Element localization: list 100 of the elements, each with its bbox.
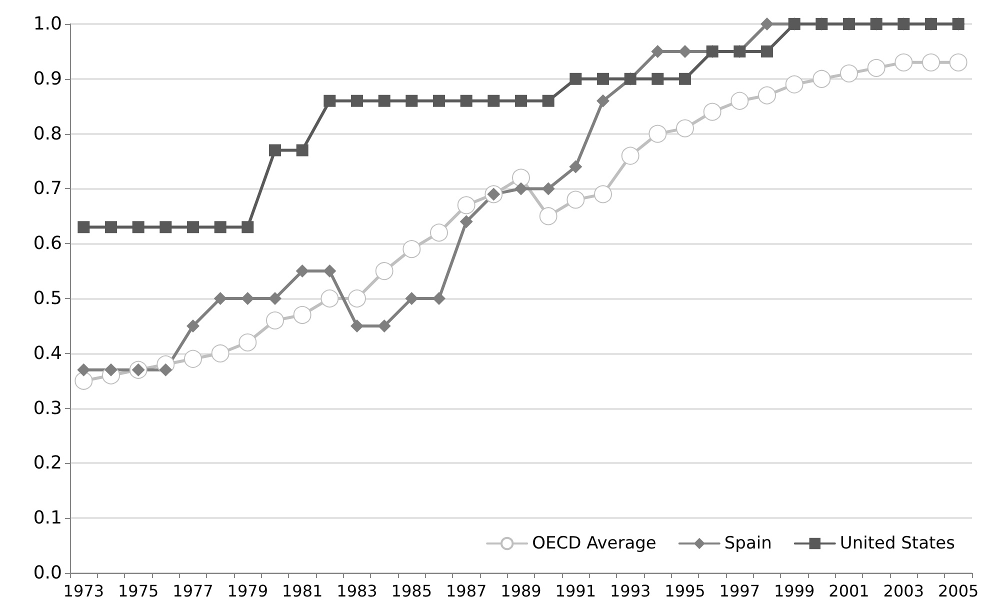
y-tick-label: 0.6 (33, 233, 62, 254)
point (187, 221, 199, 234)
x-tick-label: 1977 (172, 582, 214, 600)
point (570, 72, 582, 85)
y-tick-label: 0.7 (33, 178, 62, 200)
point (761, 45, 773, 58)
point (432, 292, 446, 305)
point (378, 319, 391, 332)
point (651, 44, 664, 58)
point (949, 53, 968, 72)
point (348, 290, 366, 308)
y-tick-label: 1.0 (33, 14, 62, 34)
point (378, 94, 390, 107)
point (214, 221, 226, 234)
point (132, 221, 144, 234)
point (105, 221, 117, 234)
point (867, 58, 886, 77)
x-tick-label: 1993 (610, 582, 651, 600)
legend-label: Spain (724, 534, 772, 554)
point (214, 292, 227, 305)
point (74, 372, 93, 390)
y-tick-label: 0.1 (33, 508, 62, 529)
point (242, 221, 254, 234)
y-tick-label: 0.4 (33, 342, 62, 364)
x-tick-label: 1997 (719, 582, 760, 600)
point (894, 53, 913, 72)
x-tick-label: 1987 (446, 582, 487, 600)
point (652, 72, 664, 85)
x-tick-label: 1991 (555, 582, 596, 600)
point (405, 292, 418, 305)
point (679, 72, 691, 85)
point (460, 94, 472, 107)
point (597, 72, 609, 85)
point (840, 64, 858, 82)
point (293, 306, 312, 324)
point (703, 102, 722, 121)
point (621, 146, 640, 165)
point (678, 44, 692, 58)
point (596, 94, 610, 108)
x-tick-label: 1989 (500, 582, 542, 600)
point (375, 262, 394, 280)
point (266, 311, 284, 330)
point (514, 182, 528, 196)
x-tick-label: 2003 (883, 582, 924, 600)
point (324, 94, 336, 107)
point (350, 319, 364, 332)
point (785, 75, 804, 94)
point (238, 333, 257, 352)
point (211, 344, 230, 362)
point (566, 190, 585, 209)
x-tick-label: 1979 (227, 582, 268, 600)
point (539, 207, 558, 226)
y-tick-label: 0.5 (33, 288, 62, 309)
point (351, 94, 363, 107)
point (648, 124, 667, 143)
point (430, 224, 448, 242)
point (433, 94, 445, 107)
y-tick-label: 0.2 (33, 452, 62, 474)
point (296, 264, 309, 278)
point (406, 94, 418, 107)
point (569, 160, 582, 174)
x-tick-label: 1981 (282, 582, 323, 600)
legend-label: United States (840, 534, 956, 554)
y-tick-label: 0.9 (33, 68, 62, 90)
point (296, 144, 308, 156)
point (269, 144, 281, 156)
y-tick-label: 0.8 (33, 123, 62, 144)
point (760, 18, 774, 30)
point (457, 196, 476, 214)
y-tick-label: 0.3 (33, 398, 62, 419)
x-tick-label: 2001 (828, 582, 870, 600)
point (186, 319, 200, 332)
x-tick-label: 2005 (938, 582, 979, 600)
point (77, 363, 90, 376)
x-tick-label: 1995 (664, 582, 706, 600)
point (542, 182, 555, 196)
point (320, 290, 339, 308)
point (758, 86, 776, 104)
point (268, 292, 282, 305)
point (460, 215, 473, 228)
x-tick-label: 1983 (336, 582, 378, 600)
legend-label: OECD Average (532, 534, 656, 554)
x-tick-label: 1985 (391, 582, 432, 600)
point (594, 185, 612, 204)
x-tick-label: 1975 (118, 582, 159, 600)
y-tick-label: 0.0 (33, 562, 62, 584)
point (402, 240, 421, 258)
point (542, 94, 554, 107)
point (676, 119, 694, 138)
point (488, 94, 500, 107)
point (160, 221, 172, 234)
point (515, 94, 527, 107)
point (323, 264, 336, 278)
x-tick-label: 1973 (63, 582, 104, 600)
point (730, 92, 749, 110)
x-tick-label: 1999 (774, 582, 815, 600)
point (241, 292, 254, 305)
point (78, 221, 90, 234)
point (812, 70, 831, 88)
point (922, 53, 940, 72)
